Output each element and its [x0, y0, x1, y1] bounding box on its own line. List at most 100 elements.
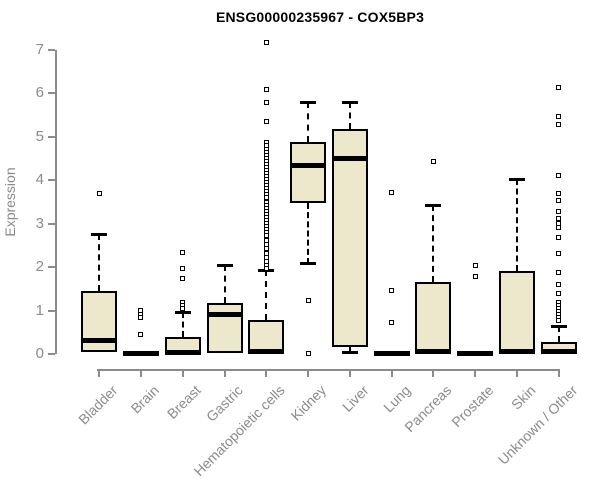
- x-axis-tick: [139, 369, 142, 377]
- median-line-kidney: [290, 163, 327, 169]
- box-hematopoietic-cells: [248, 320, 285, 354]
- outlier-point: [180, 305, 186, 311]
- x-tick-label-liver: Liver: [338, 382, 372, 415]
- outlier-point: [180, 275, 186, 281]
- outlier-point: [389, 320, 395, 326]
- outlier-point: [180, 265, 186, 271]
- median-line-hematopoietic-cells: [248, 349, 285, 355]
- upper-whisker-line: [516, 179, 518, 271]
- upper-whisker-line: [307, 102, 310, 143]
- x-tick-label-brain: Brain: [127, 382, 163, 417]
- outlier-point: [472, 274, 478, 280]
- x-axis-line: [97, 369, 560, 371]
- lower-whisker-line: [348, 347, 351, 354]
- upper-whisker-cap: [300, 101, 317, 105]
- outlier-point: [556, 113, 562, 119]
- outlier-point: [138, 331, 144, 337]
- x-axis-tick: [181, 369, 184, 377]
- outlier-point: [556, 209, 562, 215]
- box-pancreas: [415, 282, 452, 354]
- median-line-bladder: [81, 338, 118, 344]
- outlier-point: [556, 290, 562, 296]
- median-line-breast: [164, 350, 201, 356]
- outlier-point: [556, 269, 562, 275]
- y-axis-tick: [48, 48, 55, 51]
- upper-whisker-cap: [174, 310, 191, 314]
- y-tick-label: 0: [35, 345, 44, 362]
- x-axis-tick: [265, 369, 268, 377]
- x-axis-tick: [432, 369, 435, 377]
- outlier-point: [389, 288, 395, 294]
- box-skin: [499, 270, 535, 354]
- x-tick-label-kidney: Kidney: [287, 382, 330, 424]
- outlier-point: [556, 198, 562, 204]
- x-tick-label-breast: Breast: [164, 382, 205, 422]
- outlier-point: [556, 235, 562, 241]
- outlier-point: [472, 262, 478, 268]
- outlier-point: [430, 159, 436, 165]
- upper-whisker-cap: [341, 101, 358, 105]
- box-kidney: [290, 142, 327, 204]
- median-line-skin: [499, 349, 535, 355]
- outlier-point: [556, 251, 562, 257]
- y-axis-tick: [48, 266, 55, 269]
- upper-whisker-line: [98, 233, 101, 291]
- upper-whisker-cap: [550, 324, 567, 328]
- y-tick-label: 4: [35, 171, 44, 189]
- y-axis-tick: [48, 222, 55, 225]
- x-tick-label-skin: Skin: [507, 382, 539, 413]
- median-line-lung: [373, 350, 410, 356]
- y-tick-label: 6: [35, 84, 44, 102]
- box-liver: [331, 128, 368, 348]
- chart-title: ENSG00000235967 - COX5BP3: [215, 9, 425, 25]
- outlier-point: [263, 100, 269, 106]
- x-axis-tick: [390, 369, 393, 377]
- upper-whisker-line: [265, 270, 268, 321]
- x-tick-label-prostate: Prostate: [448, 382, 497, 431]
- x-tick-label-bladder: Bladder: [75, 382, 121, 428]
- upper-whisker-line: [557, 325, 560, 343]
- outlier-point: [556, 84, 562, 90]
- upper-whisker-line: [348, 102, 351, 129]
- median-line-prostate: [457, 350, 494, 356]
- median-line-pancreas: [415, 349, 452, 355]
- lower-whisker-cap: [300, 261, 317, 265]
- outlier-point: [556, 190, 562, 196]
- lower-whisker-cap: [341, 351, 358, 355]
- lower-whisker-line: [307, 203, 310, 264]
- outlier-point: [556, 225, 562, 231]
- outlier-point: [263, 40, 269, 46]
- outlier-point: [556, 122, 562, 128]
- x-axis-tick: [348, 369, 351, 377]
- outlier-point: [138, 314, 144, 320]
- y-tick-label: 1: [35, 301, 44, 319]
- y-axis-tick: [48, 179, 55, 182]
- median-line-liver: [331, 156, 368, 162]
- outlier-point: [305, 298, 311, 304]
- x-axis-tick: [474, 369, 477, 377]
- outlier-point: [96, 190, 102, 196]
- x-axis-tick: [223, 369, 226, 377]
- outlier-point: [556, 282, 562, 288]
- upper-whisker-line: [432, 205, 435, 283]
- upper-whisker-line: [223, 264, 226, 303]
- upper-whisker-cap: [509, 178, 525, 182]
- y-axis-tick: [48, 135, 55, 138]
- x-tick-label-unknown-other: Unknown / Other: [494, 382, 581, 468]
- y-axis-tick: [48, 92, 55, 95]
- y-tick-label: 2: [35, 258, 44, 276]
- outlier-point: [263, 119, 269, 125]
- median-line-gastric: [206, 312, 243, 318]
- outlier-point: [556, 317, 562, 323]
- x-axis-tick: [98, 369, 101, 377]
- upper-whisker-cap: [91, 232, 108, 236]
- y-tick-label: 5: [35, 127, 44, 145]
- median-line-brain: [122, 350, 159, 356]
- outlier-point: [263, 87, 269, 93]
- y-axis-tick: [48, 353, 55, 355]
- outlier-point: [180, 249, 186, 255]
- x-tick-label-lung: Lung: [379, 382, 413, 416]
- x-axis-tick: [516, 369, 518, 377]
